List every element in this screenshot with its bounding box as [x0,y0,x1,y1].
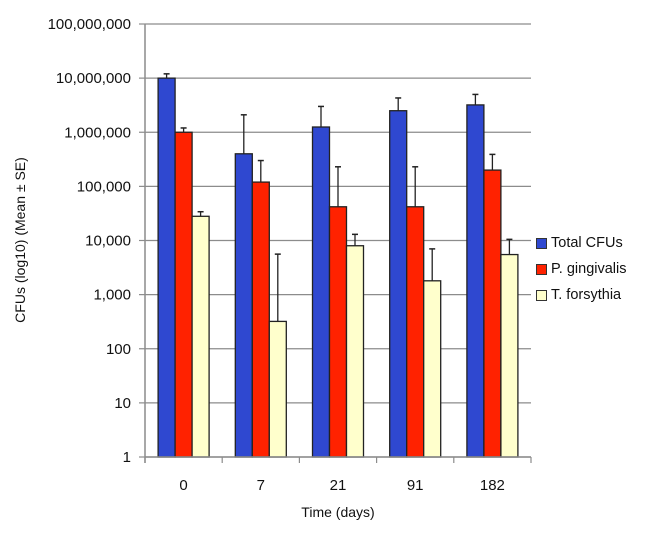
y-tick-label: 100 [106,341,131,358]
x-axis-title: Time (days) [301,504,374,520]
legend-swatch-blue [536,237,547,249]
bar [191,215,210,458]
bar [406,206,425,458]
legend-item-t-forsythia: T. forsythia [536,282,627,308]
legend-swatch-red [536,263,547,275]
bar [423,280,442,458]
bar [345,245,365,458]
y-tick-label: 1,000 [93,287,131,304]
x-tick-label: 0 [179,477,187,494]
bar [328,206,348,458]
x-tick-label: 7 [257,477,265,494]
bars [157,73,519,458]
y-tick-label: 1 [123,449,131,466]
legend-item-p-gingivalis: P. gingivalis [536,256,627,282]
x-tick-label: 91 [407,477,424,494]
legend-label: P. gingivalis [551,261,627,277]
y-tick-label: 10,000 [85,233,131,250]
legend: Total CFUs P. gingivalis T. forsythia [536,230,627,308]
y-tick-label: 10 [114,395,131,412]
legend-item-total-cfus: Total CFUs [536,230,627,256]
bar [466,104,485,458]
y-tick-label: 100,000,000 [48,16,131,33]
x-tick-label: 182 [480,477,505,494]
bar [483,169,502,458]
bar [500,253,519,458]
y-tick-label: 10,000,000 [56,70,131,87]
y-axis-title: CFUs (log10) (Mean ± SE) [12,157,28,323]
bar [389,110,408,458]
bar [251,181,270,458]
y-tick-label: 100,000 [77,178,131,195]
bar [268,320,287,458]
y-tick-label: 1,000,000 [64,124,131,141]
legend-label: Total CFUs [551,235,623,251]
bar [234,153,253,458]
bar [174,131,193,458]
axes: 1 10 100 1,000 10,000 100,000 1,000,000 10,000,… [48,16,532,494]
bar [157,77,176,458]
x-tick-label: 21 [330,477,347,494]
legend-label: T. forsythia [551,287,622,303]
bar [311,126,331,458]
legend-swatch-yellow [536,289,547,301]
